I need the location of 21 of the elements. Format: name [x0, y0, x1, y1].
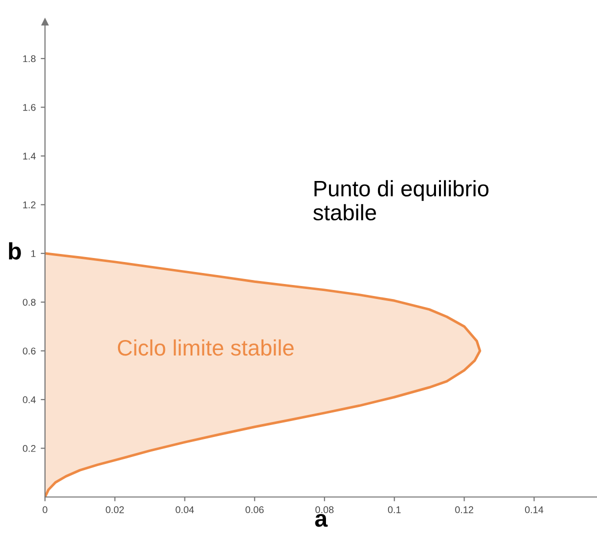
y-tick-label: 0.6	[22, 348, 36, 354]
y-tick-label: 1.8	[23, 55, 36, 62]
x-tick-label: 0.02	[106, 506, 124, 514]
annotation: Punto di equilibrio stabile	[313, 180, 488, 220]
x-tick-label: 0.04	[176, 506, 194, 514]
x-tick-label: 0	[42, 506, 48, 514]
y-tick-label: 1.2	[23, 201, 36, 208]
x-axis-title: a	[315, 514, 328, 527]
y-tick-label: 0.8	[22, 298, 36, 306]
y-tick-label: 0.2	[22, 445, 36, 452]
y-tick-label: 0.4	[22, 396, 36, 404]
y-axis-title: b	[8, 242, 21, 260]
y-tick-label: 1.6	[23, 104, 36, 111]
annotation: Ciclo limite stabile	[118, 339, 294, 356]
x-tick-label: 0.06	[246, 506, 264, 514]
x-tick-label: 0.14	[525, 506, 544, 514]
x-tick-label: 0.08	[315, 506, 334, 514]
x-tick-label: 0.1	[388, 506, 401, 514]
y-tick-label: 1.4	[23, 152, 36, 160]
x-tick-label: 0.12	[455, 506, 474, 514]
y-tick-label: 1	[31, 250, 36, 257]
